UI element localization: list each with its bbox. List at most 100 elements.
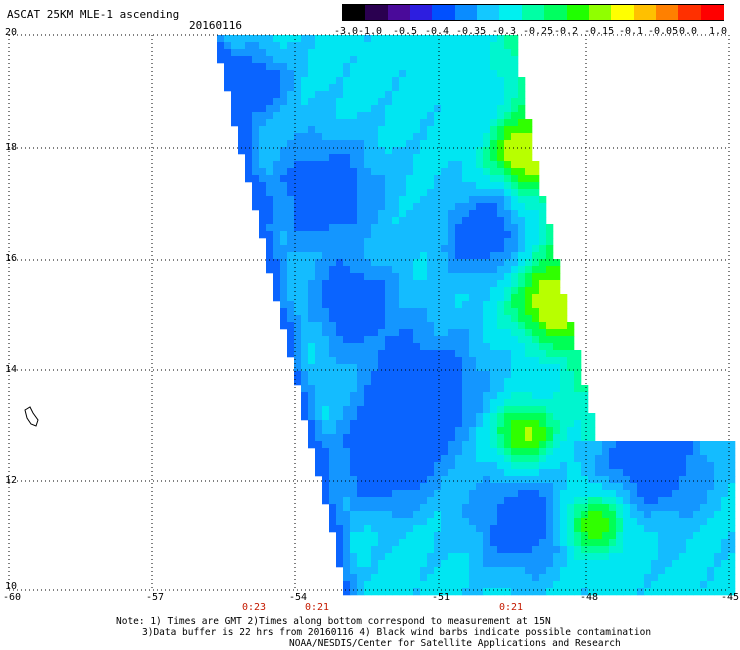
swath-cell — [308, 378, 316, 386]
swath-cell — [294, 259, 302, 267]
swath-cell — [350, 308, 358, 316]
swath-cell — [630, 567, 638, 575]
swath-cell — [329, 35, 337, 43]
swath-cell — [357, 119, 365, 127]
swath-cell — [707, 574, 715, 582]
swath-cell — [448, 525, 456, 533]
swath-cell — [490, 280, 498, 288]
swath-cell — [518, 217, 526, 225]
swath-cell — [287, 336, 295, 344]
swath-cell — [469, 448, 477, 456]
swath-cell — [483, 308, 491, 316]
swath-cell — [700, 553, 708, 561]
swath-cell — [532, 224, 540, 232]
swath-cell — [700, 490, 708, 498]
swath-cell — [455, 77, 463, 85]
swath-cell — [441, 84, 449, 92]
swath-cell — [476, 245, 484, 253]
swath-cell — [504, 511, 512, 519]
swath-cell — [350, 469, 358, 477]
swath-cell — [343, 553, 351, 561]
swath-cell — [504, 441, 512, 449]
colorbar-tick-label: -0.15 — [584, 26, 615, 37]
swath-cell — [476, 560, 484, 568]
swath-cell — [588, 469, 596, 477]
swath-cell — [427, 56, 435, 64]
swath-cell — [336, 84, 344, 92]
swath-cell — [630, 511, 638, 519]
swath-cell — [658, 455, 666, 463]
swath-cell — [238, 105, 246, 113]
swath-cell — [700, 567, 708, 575]
swath-cell — [609, 546, 617, 554]
swath-cell — [308, 252, 316, 260]
swath-cell — [455, 490, 463, 498]
swath-cell — [427, 385, 435, 393]
swath-cell — [252, 98, 260, 106]
swath-cell — [280, 112, 288, 120]
swath-cell — [434, 133, 442, 141]
swath-cell — [308, 245, 316, 253]
swath-cell — [392, 448, 400, 456]
swath-cell — [469, 392, 477, 400]
swath-cell — [273, 119, 281, 127]
swath-cell — [560, 434, 568, 442]
swath-cell — [406, 210, 414, 218]
swath-cell — [336, 77, 344, 85]
swath-cell — [553, 518, 561, 526]
swath-cell — [329, 231, 337, 239]
swath-cell — [434, 455, 442, 463]
swath-cell — [483, 455, 491, 463]
swath-cell — [658, 574, 666, 582]
swath-cell — [434, 287, 442, 295]
swath-cell — [581, 539, 589, 547]
swath-cell — [371, 574, 379, 582]
swath-cell — [581, 434, 589, 442]
swath-cell — [392, 238, 400, 246]
swath-cell — [329, 203, 337, 211]
swath-cell — [441, 588, 449, 596]
swath-cell — [336, 287, 344, 295]
swath-cell — [532, 546, 540, 554]
swath-cell — [420, 511, 428, 519]
swath-cell — [504, 231, 512, 239]
swath-cell — [539, 245, 547, 253]
swath-cell — [357, 203, 365, 211]
swath-cell — [420, 63, 428, 71]
swath-cell — [392, 336, 400, 344]
swath-cell — [623, 497, 631, 505]
swath-cell — [336, 532, 344, 540]
swath-cell — [392, 455, 400, 463]
swath-cell — [420, 490, 428, 498]
swath-cell — [455, 399, 463, 407]
swath-cell — [336, 140, 344, 148]
swath-cell — [392, 84, 400, 92]
swath-cell — [490, 161, 498, 169]
swath-cell — [315, 364, 323, 372]
swath-cell — [532, 175, 540, 183]
swath-cell — [476, 553, 484, 561]
swath-cell — [294, 217, 302, 225]
swath-cell — [350, 42, 358, 50]
swath-cell — [567, 546, 575, 554]
swath-cell — [406, 560, 414, 568]
swath-cell — [553, 539, 561, 547]
swath-cell — [385, 504, 393, 512]
swath-cell — [518, 315, 526, 323]
swath-cell — [413, 476, 421, 484]
swath-cell — [434, 84, 442, 92]
swath-cell — [476, 287, 484, 295]
swath-cell — [378, 511, 386, 519]
swath-cell — [532, 322, 540, 330]
swath-cell — [574, 399, 582, 407]
swath-cell — [441, 98, 449, 106]
swath-cell — [280, 224, 288, 232]
swath-cell — [462, 182, 470, 190]
swath-cell — [483, 350, 491, 358]
swath-cell — [539, 259, 547, 267]
swath-cell — [700, 504, 708, 512]
swath-cell — [525, 203, 533, 211]
swath-cell — [462, 539, 470, 547]
swath-cell — [504, 399, 512, 407]
swath-cell — [287, 147, 295, 155]
